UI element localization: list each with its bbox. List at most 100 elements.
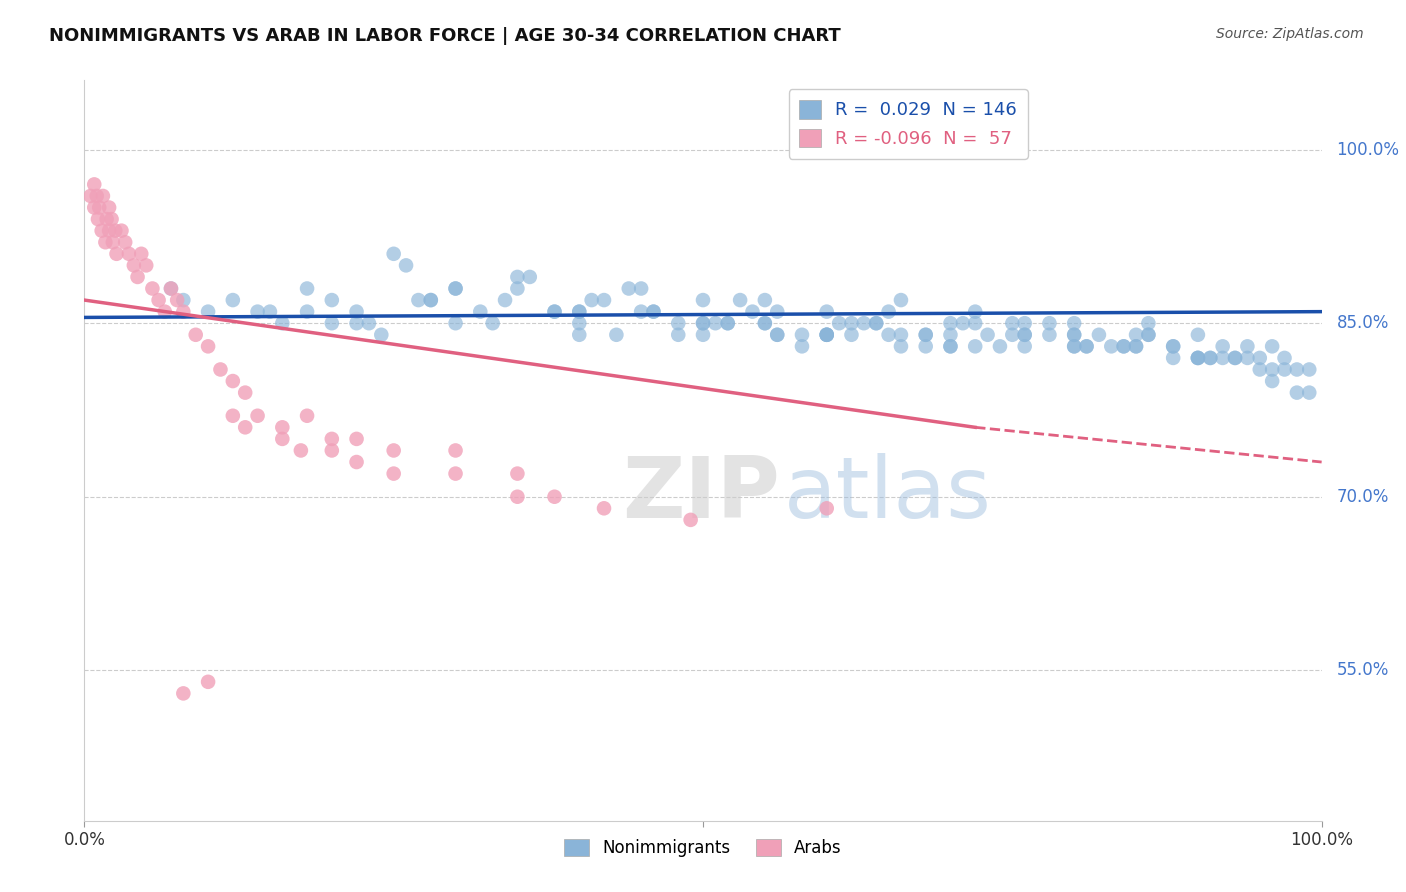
Point xyxy=(890,339,912,353)
Point xyxy=(197,674,219,689)
Text: 85.0%: 85.0% xyxy=(1337,314,1389,332)
Point xyxy=(815,501,838,516)
Point xyxy=(1187,327,1209,342)
Point xyxy=(94,235,117,250)
Point xyxy=(370,327,392,342)
Point xyxy=(1161,351,1184,365)
Legend: Nonimmigrants, Arabs: Nonimmigrants, Arabs xyxy=(558,832,848,864)
Point xyxy=(1285,362,1308,376)
Point xyxy=(1137,327,1160,342)
Point xyxy=(692,327,714,342)
Point xyxy=(519,269,541,284)
Point xyxy=(98,201,121,215)
Point xyxy=(1125,327,1147,342)
Point xyxy=(1063,339,1085,353)
Point xyxy=(83,178,105,192)
Text: atlas: atlas xyxy=(783,453,991,536)
Point xyxy=(754,316,776,330)
Text: 100.0%: 100.0% xyxy=(1337,141,1399,159)
Point xyxy=(1236,339,1258,353)
Point xyxy=(666,327,689,342)
Text: NONIMMIGRANTS VS ARAB IN LABOR FORCE | AGE 30-34 CORRELATION CHART: NONIMMIGRANTS VS ARAB IN LABOR FORCE | A… xyxy=(49,27,841,45)
Point xyxy=(815,327,838,342)
Text: 70.0%: 70.0% xyxy=(1337,488,1389,506)
Point xyxy=(86,189,108,203)
Point xyxy=(1187,351,1209,365)
Point xyxy=(160,281,183,295)
Point xyxy=(1298,385,1320,400)
Point xyxy=(172,686,194,700)
Point xyxy=(166,293,188,307)
Point xyxy=(630,304,652,318)
Point xyxy=(543,304,565,318)
Point xyxy=(1014,327,1036,342)
Point xyxy=(382,443,405,458)
Point xyxy=(939,327,962,342)
Point xyxy=(222,374,245,388)
Point xyxy=(543,304,565,318)
Point xyxy=(100,212,122,227)
Point xyxy=(105,247,128,261)
Point xyxy=(877,327,900,342)
Point xyxy=(543,490,565,504)
Point xyxy=(98,224,121,238)
Text: 55.0%: 55.0% xyxy=(1337,661,1389,679)
Point xyxy=(118,247,141,261)
Point xyxy=(815,327,838,342)
Point xyxy=(692,293,714,307)
Point xyxy=(197,304,219,318)
Point xyxy=(815,327,838,342)
Point xyxy=(395,259,418,273)
Point xyxy=(141,281,163,295)
Point xyxy=(346,432,368,446)
Point xyxy=(444,316,467,330)
Point xyxy=(346,455,368,469)
Point xyxy=(101,235,124,250)
Point xyxy=(83,201,105,215)
Point xyxy=(952,316,974,330)
Point xyxy=(79,189,101,203)
Point xyxy=(470,304,492,318)
Point xyxy=(1161,339,1184,353)
Point xyxy=(209,362,232,376)
Point xyxy=(481,316,503,330)
Point xyxy=(717,316,740,330)
Point xyxy=(172,293,194,307)
Point xyxy=(444,281,467,295)
Point xyxy=(110,224,132,238)
Point xyxy=(1014,316,1036,330)
Point xyxy=(321,293,343,307)
Point xyxy=(1076,339,1098,353)
Point xyxy=(444,467,467,481)
Point xyxy=(222,409,245,423)
Point xyxy=(890,293,912,307)
Point xyxy=(1187,351,1209,365)
Point xyxy=(129,247,152,261)
Point xyxy=(914,327,936,342)
Point xyxy=(321,316,343,330)
Point xyxy=(1125,339,1147,353)
Point xyxy=(172,304,194,318)
Point xyxy=(135,259,157,273)
Point xyxy=(127,269,149,284)
Point xyxy=(581,293,603,307)
Point xyxy=(1099,339,1122,353)
Point xyxy=(506,490,529,504)
Point xyxy=(160,281,183,295)
Point xyxy=(1261,374,1284,388)
Point xyxy=(1063,327,1085,342)
Point xyxy=(1212,339,1234,353)
Point xyxy=(1161,339,1184,353)
Point xyxy=(679,513,702,527)
Point xyxy=(1063,339,1085,353)
Point xyxy=(568,304,591,318)
Point xyxy=(382,467,405,481)
Point xyxy=(988,339,1011,353)
Point xyxy=(1274,362,1296,376)
Point xyxy=(939,339,962,353)
Point xyxy=(1063,327,1085,342)
Point xyxy=(1014,327,1036,342)
Point xyxy=(1236,351,1258,365)
Point xyxy=(890,327,912,342)
Point xyxy=(692,316,714,330)
